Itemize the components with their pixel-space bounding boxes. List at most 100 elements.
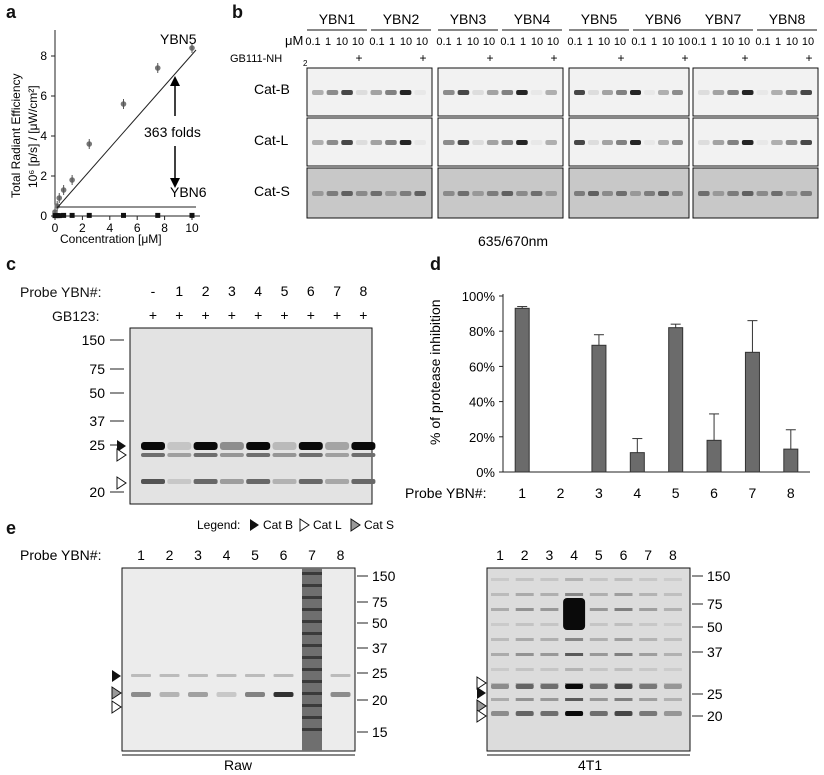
panel-b-conc-value: 10 bbox=[662, 36, 674, 48]
panel-letter-e: e bbox=[6, 518, 17, 538]
panel-e-raw-lane-label: 5 bbox=[251, 547, 259, 563]
panel-e-4t1-band bbox=[614, 668, 633, 671]
panel-d-bar bbox=[668, 327, 684, 473]
panel-c-band-cat-b bbox=[167, 442, 192, 450]
panel-e-4t1-band-cat-l bbox=[515, 711, 534, 716]
panel-b-conc-value: 1 bbox=[587, 36, 593, 48]
panel-e-4t1-band bbox=[663, 578, 682, 581]
panel-b-band bbox=[530, 191, 543, 196]
panel-b-band bbox=[672, 191, 683, 196]
panel-e-raw-lane-label: 1 bbox=[137, 547, 145, 563]
panel-b-band bbox=[355, 191, 368, 196]
panel-b-band bbox=[756, 140, 769, 145]
panel-b-group-label: YBN3 bbox=[450, 11, 487, 27]
panel-c-band-cat-b bbox=[298, 442, 323, 450]
panel-c-gb-plus: + bbox=[254, 307, 262, 323]
panel-a-ylabel-1: Total Radiant Efficiency bbox=[9, 73, 23, 198]
panel-b-band bbox=[616, 191, 627, 196]
panel-b-band bbox=[800, 191, 812, 196]
panel-b-blots bbox=[306, 67, 819, 219]
panel-b-conc-value: 1 bbox=[456, 36, 462, 48]
panel-b-band bbox=[698, 140, 710, 145]
panel-c-band-cat-b bbox=[246, 442, 271, 450]
panel-e-4t1-band bbox=[589, 638, 608, 641]
panel-e-4t1-band bbox=[565, 653, 584, 656]
panel-e-4t1-band bbox=[639, 668, 658, 671]
panel-b-gb-label: GB111-NH bbox=[230, 53, 282, 65]
panel-e-raw-smear-band bbox=[302, 608, 322, 611]
panel-e-caption-4t1: 4T1 bbox=[578, 757, 602, 773]
panel-a-point-ybn6 bbox=[69, 212, 75, 218]
panel-e-4t1-band bbox=[540, 623, 559, 626]
panel-e-raw-band bbox=[131, 692, 151, 697]
panel-c-lane-label: - bbox=[151, 283, 156, 299]
panel-d-x-ticks: 1 2 3 4 5 6 7 8 bbox=[518, 485, 795, 501]
panel-b-conc-value: 1 bbox=[775, 36, 781, 48]
panel-b-band bbox=[602, 191, 613, 196]
panel-b-conc-value: 10 bbox=[467, 36, 479, 48]
panel-c-gb-plus: + bbox=[359, 307, 367, 323]
panel-e-raw-marker-label: 50 bbox=[372, 615, 388, 631]
legend-cat-s: Cat S bbox=[364, 518, 394, 532]
panel-c-gb-plus: + bbox=[202, 307, 210, 323]
panel-b-blot bbox=[692, 117, 819, 167]
panel-e-4t1-band bbox=[540, 608, 559, 611]
panel-e-raw-smear-band bbox=[302, 692, 322, 695]
panel-e-4t1-band-cat-b bbox=[491, 684, 509, 689]
panel-d-xtick-label: 5 bbox=[672, 485, 680, 501]
panel-b-conc-value: 10 bbox=[614, 36, 626, 48]
panel-c-lane-label: 8 bbox=[360, 283, 368, 299]
panel-e-4t1-band bbox=[515, 698, 534, 701]
panel-b-band bbox=[370, 191, 383, 196]
panel-a-label-ybn6: YBN6 bbox=[170, 184, 207, 200]
panel-e-4t1-marker-label: 25 bbox=[707, 686, 723, 702]
panel-e-4t1-lane-label: 6 bbox=[620, 547, 628, 563]
panel-b-band bbox=[785, 191, 798, 196]
panel-c-cat-b-arrow bbox=[117, 440, 126, 452]
panel-e-4t1-band-cat-b bbox=[589, 684, 608, 689]
panel-e-raw-lane-label: 4 bbox=[223, 547, 231, 563]
panel-e-4t1-lane-label: 5 bbox=[595, 547, 603, 563]
panel-c-band-cat-b bbox=[219, 442, 244, 450]
panel-e-4t1-marker-label: 37 bbox=[707, 644, 723, 660]
panel-b-row-label: Cat-B bbox=[254, 81, 290, 97]
panel-b-gb-plus: + bbox=[550, 51, 557, 65]
panel-b-band bbox=[326, 191, 339, 196]
panel-b-band bbox=[385, 90, 397, 95]
panel-c-marker-label: 25 bbox=[89, 437, 105, 453]
panel-e-raw-smear-band bbox=[302, 656, 322, 659]
panel-e-4t1-cat-b-arrow bbox=[477, 687, 486, 699]
panel-a-point-ybn6 bbox=[121, 212, 126, 218]
panel-b-band bbox=[800, 140, 812, 145]
panel-c-band-cat-b bbox=[193, 442, 218, 450]
panel-b-band bbox=[457, 140, 470, 145]
panel-e-raw-band-faint bbox=[273, 674, 294, 677]
panel-b-wavelength: 635/670nm bbox=[478, 233, 548, 249]
panel-b-band bbox=[457, 90, 470, 95]
panel-e-raw-band-faint bbox=[216, 674, 237, 677]
panel-e-raw-smear-band bbox=[302, 680, 322, 683]
panel-e-caption-raw: Raw bbox=[224, 757, 253, 773]
panel-c-band-cat-l bbox=[298, 453, 323, 457]
panel-b-band bbox=[785, 140, 798, 145]
panel-b-band bbox=[501, 90, 514, 95]
panel-b-conc-value: 10 bbox=[722, 36, 734, 48]
panel-e-raw-band bbox=[216, 692, 237, 697]
panel-e-raw-smear-band bbox=[302, 704, 322, 707]
panel-e-4t1-cat-l-arrow-1 bbox=[476, 676, 487, 690]
panel-b-gb-plus: + bbox=[617, 51, 624, 65]
panel-b-band bbox=[443, 191, 455, 196]
panel-b-band bbox=[574, 191, 585, 196]
panel-e-4t1-lane-label: 8 bbox=[669, 547, 677, 563]
panel-b-blot bbox=[437, 117, 564, 167]
panel-e-raw-smear-band bbox=[302, 572, 322, 575]
panel-b-band bbox=[501, 140, 514, 145]
panel-b-band bbox=[443, 90, 455, 95]
panel-e-raw-marker-label: 37 bbox=[372, 640, 388, 656]
panel-e-raw-lane-label: 2 bbox=[166, 547, 174, 563]
panel-e-4t1-band bbox=[540, 653, 559, 656]
panel-b-gb-plus: + bbox=[355, 51, 362, 65]
panel-b-group-label: YBN5 bbox=[581, 11, 618, 27]
panel-a-arrow-up-head bbox=[170, 76, 180, 86]
panel-c-band-cat-l bbox=[351, 453, 376, 457]
